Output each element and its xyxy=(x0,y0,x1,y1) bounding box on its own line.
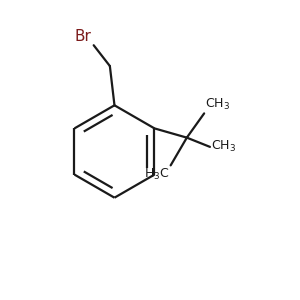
Text: CH$_3$: CH$_3$ xyxy=(205,98,230,112)
Text: Br: Br xyxy=(74,29,92,44)
Text: H$_3$C: H$_3$C xyxy=(144,167,170,182)
Text: CH$_3$: CH$_3$ xyxy=(211,139,236,154)
